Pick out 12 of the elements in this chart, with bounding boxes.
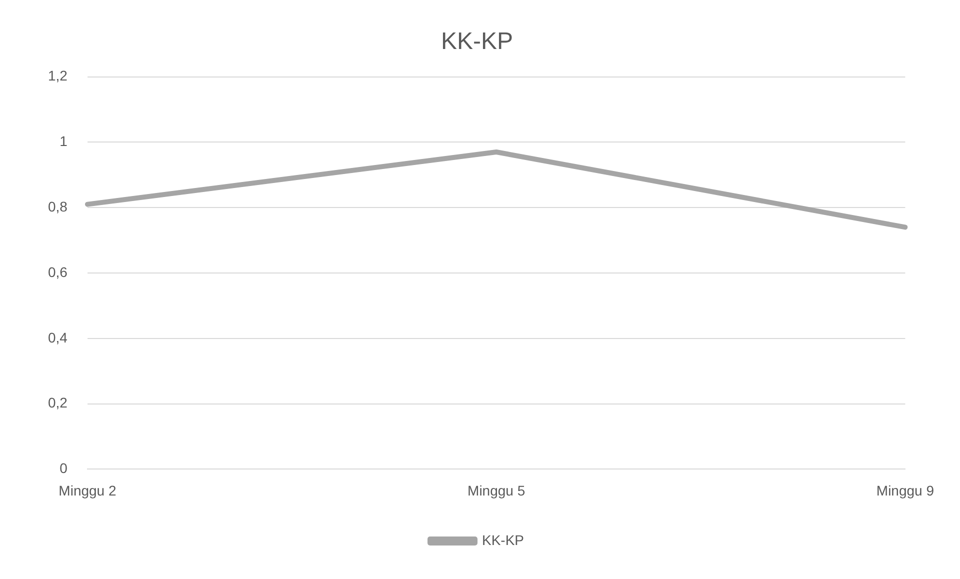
y-tick-label: 0,8 [48,198,68,214]
y-tick-label: 1 [60,133,68,150]
x-tick-label: Minggu 2 [58,482,116,498]
y-tick-label: 0,6 [48,264,68,280]
x-tick-label: Minggu 9 [876,482,934,498]
chart-title: KK-KP [440,28,514,56]
x-tick-label: Minggu 5 [468,482,526,498]
y-tick-label: 0,4 [48,329,68,346]
y-tick-label: 0,2 [48,394,68,411]
y-tick-label: 1,2 [48,68,68,84]
y-tick-label: 0 [60,460,68,476]
legend-label: KK-KP [482,532,524,548]
